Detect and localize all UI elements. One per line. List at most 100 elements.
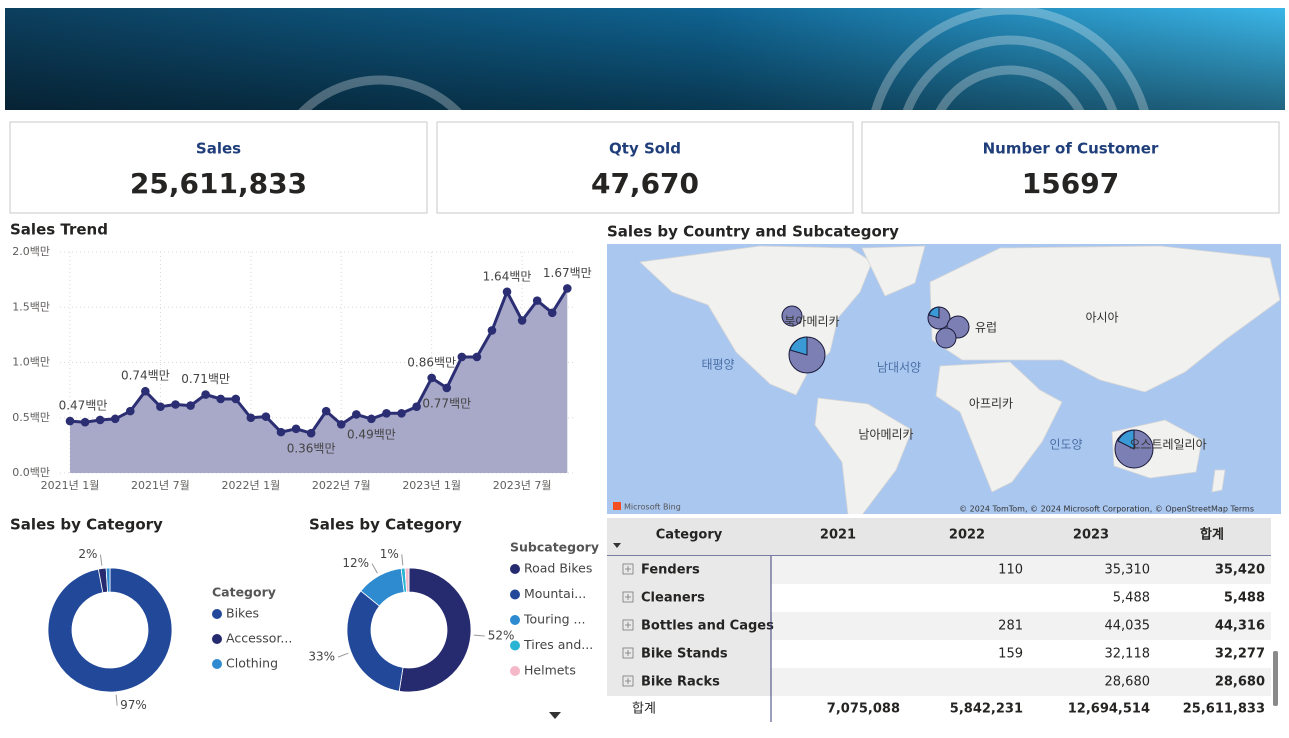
point [231, 394, 241, 404]
point [321, 406, 331, 416]
leader-line [99, 554, 103, 566]
line [69, 287, 569, 435]
point [186, 401, 195, 410]
y-tick-label: 0.0백만 [12, 466, 50, 479]
category-cell-bg [607, 668, 771, 696]
cell: 35,420 [1215, 563, 1265, 578]
y-tick-label: 1.0백만 [12, 356, 50, 369]
legend-swatch [510, 564, 520, 574]
legend-title: Category [212, 585, 276, 600]
expand-icon [622, 675, 634, 687]
expand-icon [622, 619, 634, 631]
data-label: 1.64백만 [483, 269, 532, 283]
column-header: 2022 [949, 528, 985, 543]
row-category: Fenders [641, 563, 700, 578]
y-tick-label: 2.0백만 [12, 245, 50, 258]
legend-label: Mountai... [524, 586, 586, 601]
legend-label: Clothing [226, 656, 278, 671]
point [261, 412, 271, 421]
map-pie-slice [1117, 429, 1135, 450]
leader-line [473, 634, 485, 637]
legend-swatch [510, 666, 520, 676]
legend-label: Touring ... [523, 612, 585, 627]
point [442, 383, 452, 393]
x-tick-label: 2023년 1월 [402, 479, 461, 492]
legend-label: Road Bikes [524, 561, 592, 576]
data-label: 0.74백만 [121, 369, 170, 383]
cell: 110 [998, 563, 1023, 578]
y-tick-label: 1.5백만 [12, 300, 50, 313]
data-label: 0.77백만 [422, 396, 471, 410]
map-attribution: © 2024 TomTom, © 2024 Microsoft Corporat… [959, 505, 1254, 514]
kpi-cards: Sales 25,611,833 Qty Sold 47,670 Number of C… [9, 121, 1280, 214]
kpi-label: Qty Sold [609, 140, 681, 158]
cell: 32,118 [1105, 647, 1151, 662]
data-label: 0.36백만 [287, 442, 336, 456]
data-label: 33% [308, 650, 335, 664]
category-cell-bg [607, 612, 771, 640]
data-label: 52% [488, 629, 515, 643]
point [336, 420, 346, 429]
point [291, 424, 301, 434]
legend-label: Tires and... [523, 637, 593, 652]
point [532, 296, 542, 305]
column-header: 2021 [820, 528, 856, 543]
total-cell: 12,694,514 [1068, 702, 1150, 717]
row-category: Cleaners [641, 591, 705, 606]
x-tick-label: 2021년 1월 [41, 479, 100, 492]
category-cell-bg [607, 584, 771, 612]
column-header: 합계 [1200, 527, 1224, 543]
donut-slice [398, 567, 472, 693]
point [472, 352, 482, 362]
row-category: Bike Racks [641, 675, 720, 690]
point [201, 390, 210, 399]
donut-slice [105, 567, 111, 593]
kpi-value: 15697 [1022, 167, 1119, 200]
kpi-label: Sales [196, 140, 241, 158]
map-label: 인도양 [1049, 438, 1082, 452]
total-cell: 5,842,231 [950, 702, 1023, 717]
data-label: 97% [120, 698, 147, 712]
scrollbar [1273, 651, 1278, 706]
map-pie-slice [928, 306, 940, 319]
point [487, 326, 497, 335]
cell: 28,680 [1215, 675, 1265, 690]
point [517, 316, 527, 325]
kpi-card [9, 121, 428, 214]
donut-slice [404, 567, 410, 593]
legend-swatch [510, 640, 520, 651]
banner-shade [5, 8, 1285, 110]
point [156, 402, 165, 412]
donut-slice [47, 567, 173, 693]
point [125, 406, 135, 416]
leader-line [115, 694, 118, 706]
map-label: 아시아 [1085, 311, 1118, 325]
point [171, 400, 180, 409]
cell: 32,277 [1215, 647, 1265, 662]
kpi-label: Number of Customer [983, 140, 1159, 158]
matrix-table: Category 2021 2022 2023 합계 Fenders 110 35,310 35… [607, 518, 1278, 722]
expand-plus [625, 594, 631, 600]
category-cell-bg [607, 640, 771, 668]
chart-title: Sales Trend [10, 221, 108, 239]
legend-swatch [510, 615, 520, 625]
data-label: 1% [380, 547, 399, 561]
land [929, 245, 1281, 393]
point [95, 415, 105, 425]
legend-title: Subcategory [510, 540, 599, 555]
cell: 44,035 [1105, 619, 1151, 634]
point [547, 308, 557, 318]
chart-title: Sales by Category [10, 516, 163, 534]
point [397, 409, 406, 418]
land [814, 397, 913, 514]
expand-icon [622, 591, 634, 603]
cell: 5,488 [1224, 591, 1265, 606]
bing-logo [613, 502, 621, 510]
area [70, 288, 568, 473]
row-category: Bottles and Cages [641, 619, 774, 634]
map-label: 남대서양 [877, 361, 921, 375]
cell: 159 [998, 647, 1023, 662]
